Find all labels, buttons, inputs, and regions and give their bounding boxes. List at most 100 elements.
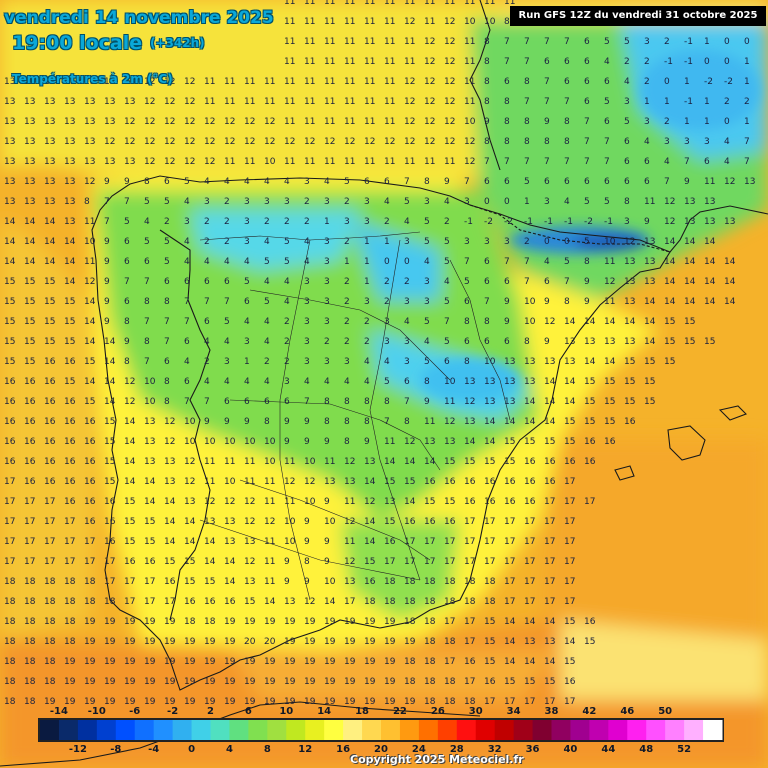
- grid-value: 14: [204, 557, 216, 567]
- grid-value: 2: [324, 337, 330, 347]
- legend-swatch: [115, 720, 136, 740]
- grid-value: 8: [624, 197, 630, 207]
- grid-value: 18: [484, 597, 496, 607]
- grid-value: 13: [524, 377, 535, 387]
- grid-value: 12: [404, 137, 415, 147]
- grid-value: 13: [24, 117, 35, 127]
- grid-value: 11: [344, 537, 355, 547]
- grid-value: 19: [124, 637, 136, 647]
- grid-value: 4: [644, 137, 650, 147]
- grid-value: 3: [624, 97, 630, 107]
- grid-value: 6: [364, 177, 370, 187]
- grid-value: 17: [524, 517, 535, 527]
- grid-value: 11: [304, 0, 315, 7]
- grid-value: 7: [604, 157, 610, 167]
- grid-value: 14: [44, 257, 56, 267]
- grid-value: 19: [304, 637, 316, 647]
- grid-value: 13: [244, 537, 255, 547]
- grid-value: 8: [484, 37, 490, 47]
- grid-value: 13: [524, 357, 535, 367]
- grid-value: 17: [564, 577, 575, 587]
- grid-value: 8: [144, 177, 150, 187]
- grid-value: 17: [44, 497, 55, 507]
- grid-value: 15: [104, 437, 115, 447]
- grid-value: 12: [284, 137, 295, 147]
- legend-swatch: [286, 720, 306, 740]
- grid-value: 17: [424, 557, 435, 567]
- legend-swatch: [324, 720, 344, 740]
- grid-value: 18: [64, 617, 76, 627]
- grid-value: 5: [444, 337, 450, 347]
- grid-value: 12: [344, 517, 355, 527]
- grid-value: 6: [544, 277, 550, 287]
- grid-value: 4: [264, 337, 270, 347]
- legend-swatch: [418, 720, 439, 740]
- grid-value: 17: [564, 597, 575, 607]
- grid-value: 11: [364, 57, 375, 67]
- grid-value: 12: [124, 137, 135, 147]
- grid-value: 6: [444, 357, 450, 367]
- grid-value: 15: [44, 317, 55, 327]
- grid-value: 13: [424, 437, 435, 447]
- grid-value: 18: [464, 697, 476, 707]
- grid-value: 6: [484, 257, 490, 267]
- grid-value: 2: [344, 337, 350, 347]
- grid-value: 16: [4, 437, 16, 447]
- grid-value: 18: [4, 577, 16, 587]
- grid-value: 3: [624, 217, 630, 227]
- grid-value: 10: [604, 237, 616, 247]
- grid-value: 16: [44, 457, 56, 467]
- legend-label-bottom: 0: [188, 744, 195, 755]
- grid-value: 16: [424, 477, 436, 487]
- grid-value: 4: [144, 217, 150, 227]
- grid-value: 14: [584, 357, 596, 367]
- grid-value: 15: [24, 297, 35, 307]
- grid-value: 19: [164, 657, 176, 667]
- grid-value: 16: [24, 397, 36, 407]
- grid-value: 3: [244, 337, 250, 347]
- grid-value: 19: [184, 637, 196, 647]
- grid-value: 13: [84, 137, 95, 147]
- grid-value: 19: [404, 697, 416, 707]
- grid-value: 9: [284, 417, 290, 427]
- legend-swatch: [96, 720, 117, 740]
- grid-value: 12: [364, 137, 375, 147]
- grid-value: 7: [164, 317, 170, 327]
- grid-value: 12: [404, 17, 415, 27]
- grid-value: 8: [504, 117, 510, 127]
- grid-value: 8: [144, 337, 150, 347]
- grid-value: 4: [384, 357, 390, 367]
- grid-value: 15: [84, 357, 95, 367]
- grid-value: 8: [124, 357, 130, 367]
- grid-value: 9: [104, 277, 110, 287]
- grid-value: 2: [724, 97, 730, 107]
- grid-value: 3: [244, 197, 250, 207]
- grid-value: 6: [124, 257, 130, 267]
- grid-value: 11: [244, 457, 255, 467]
- grid-value: 19: [204, 637, 216, 647]
- grid-value: 12: [264, 137, 275, 147]
- grid-value: 14: [84, 377, 96, 387]
- grid-value: 6: [284, 397, 290, 407]
- grid-value: 17: [4, 557, 15, 567]
- grid-value: 17: [344, 597, 355, 607]
- grid-value: 8: [324, 417, 330, 427]
- grid-value: 12: [444, 57, 455, 67]
- grid-value: 16: [24, 437, 36, 447]
- grid-value: 8: [544, 137, 550, 147]
- grid-value: 16: [584, 457, 596, 467]
- grid-value: 14: [524, 417, 536, 427]
- grid-value: 6: [484, 277, 490, 287]
- legend-label-top: 30: [469, 706, 483, 717]
- grid-value: 14: [324, 597, 336, 607]
- grid-value: 12: [264, 117, 275, 127]
- grid-value: 19: [204, 677, 216, 687]
- grid-value: 19: [84, 677, 96, 687]
- grid-value: 4: [204, 337, 210, 347]
- grid-value: 12: [444, 77, 455, 87]
- grid-value: 11: [464, 77, 475, 87]
- grid-value: 12: [164, 157, 175, 167]
- grid-value: 11: [324, 77, 335, 87]
- grid-value: 14: [564, 637, 576, 647]
- grid-value: 12: [664, 197, 675, 207]
